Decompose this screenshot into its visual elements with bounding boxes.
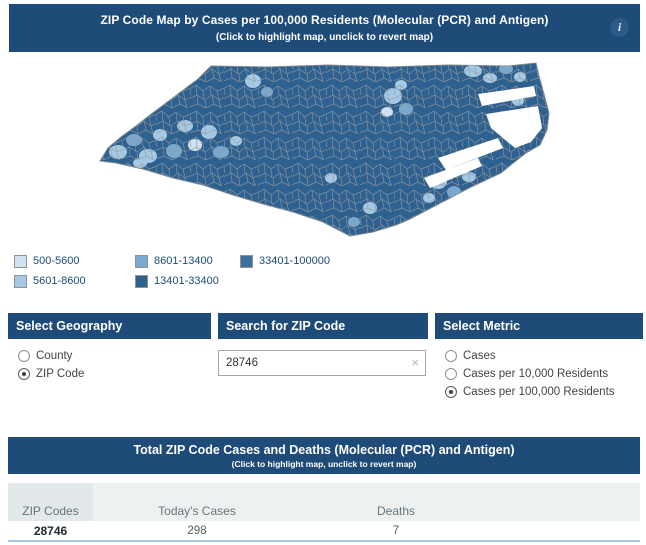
- search-panel: Search for ZIP Code ×: [218, 313, 428, 376]
- todays-cases-value: 298: [187, 524, 207, 537]
- radio-cases-per-100000[interactable]: Cases per 100,000 Residents: [445, 383, 643, 401]
- legend-label: 13401-33400: [154, 275, 219, 287]
- map-legend: 500-5600 5601-8600 8601-13400 13401-3340…: [14, 251, 330, 291]
- info-icon[interactable]: i: [610, 18, 629, 37]
- totals-subtitle: (Click to highlight map, unclick to reve…: [231, 458, 417, 469]
- bottom-divider: [8, 540, 640, 542]
- zip-boundaries: [100, 63, 549, 236]
- legend-swatch: [14, 274, 27, 288]
- totals-header-row: ZIP Codes Today's Cases Deaths: [8, 483, 640, 521]
- col-header-todays-cases: Today's Cases: [93, 483, 301, 521]
- legend-swatch: [135, 254, 148, 268]
- radio-label: Cases: [463, 350, 496, 362]
- radio-label: ZIP Code: [36, 368, 85, 380]
- north-carolina-map-svg[interactable]: [88, 56, 610, 248]
- coastal-water: [424, 86, 542, 188]
- map-title-bar: ZIP Code Map by Cases per 100,000 Reside…: [9, 4, 640, 52]
- totals-title: Total ZIP Code Cases and Deaths (Molecul…: [133, 442, 515, 457]
- radio-label: Cases per 10,000 Residents: [463, 368, 609, 380]
- legend-label: 5601-8600: [33, 275, 86, 287]
- search-panel-title: Search for ZIP Code: [218, 313, 428, 339]
- col-header-deaths: Deaths: [301, 483, 491, 521]
- legend-item[interactable]: 33401-100000: [240, 251, 330, 271]
- totals-value-row: 28746 298 7: [8, 521, 640, 540]
- zip-codes-value: 28746: [33, 523, 68, 538]
- radio-icon[interactable]: [18, 350, 30, 362]
- legend-item[interactable]: 500-5600: [14, 251, 135, 271]
- clear-search-icon[interactable]: ×: [411, 355, 419, 370]
- metric-panel-title: Select Metric: [435, 313, 643, 339]
- col-header-zip-codes: ZIP Codes: [8, 483, 93, 521]
- legend-item[interactable]: 13401-33400: [135, 271, 240, 291]
- legend-item[interactable]: 8601-13400: [135, 251, 240, 271]
- radio-icon[interactable]: [445, 386, 457, 398]
- map-subtitle: (Click to highlight map, unclick to reve…: [215, 32, 434, 43]
- radio-icon[interactable]: [445, 350, 457, 362]
- zip-search-input[interactable]: [218, 350, 426, 376]
- legend-swatch: [240, 254, 253, 268]
- deaths-value: 7: [392, 524, 400, 537]
- legend-swatch: [14, 254, 27, 268]
- legend-label: 8601-13400: [154, 255, 213, 267]
- legend-item[interactable]: 5601-8600: [14, 271, 135, 291]
- legend-label: 500-5600: [33, 255, 80, 267]
- radio-cases-per-10000[interactable]: Cases per 10,000 Residents: [445, 365, 643, 383]
- radio-cases[interactable]: Cases: [445, 347, 643, 365]
- zip-code-map[interactable]: [88, 56, 610, 248]
- radio-label: Cases per 100,000 Residents: [463, 386, 615, 398]
- geography-panel-title: Select Geography: [8, 313, 211, 339]
- legend-label: 33401-100000: [259, 255, 330, 267]
- radio-label: County: [36, 350, 73, 362]
- geography-panel: Select Geography County ZIP Code: [8, 313, 211, 383]
- radio-icon[interactable]: [18, 368, 30, 380]
- totals-title-bar: Total ZIP Code Cases and Deaths (Molecul…: [8, 437, 640, 474]
- radio-county[interactable]: County: [18, 347, 211, 365]
- radio-icon[interactable]: [445, 368, 457, 380]
- legend-swatch: [135, 274, 148, 288]
- totals-table: ZIP Codes Today's Cases Deaths 28746 298…: [8, 483, 640, 540]
- col-header-filler: [491, 483, 640, 521]
- radio-zip-code[interactable]: ZIP Code: [18, 365, 211, 383]
- metric-panel: Select Metric Cases Cases per 10,000 Res…: [435, 313, 643, 401]
- map-title: ZIP Code Map by Cases per 100,000 Reside…: [100, 13, 549, 27]
